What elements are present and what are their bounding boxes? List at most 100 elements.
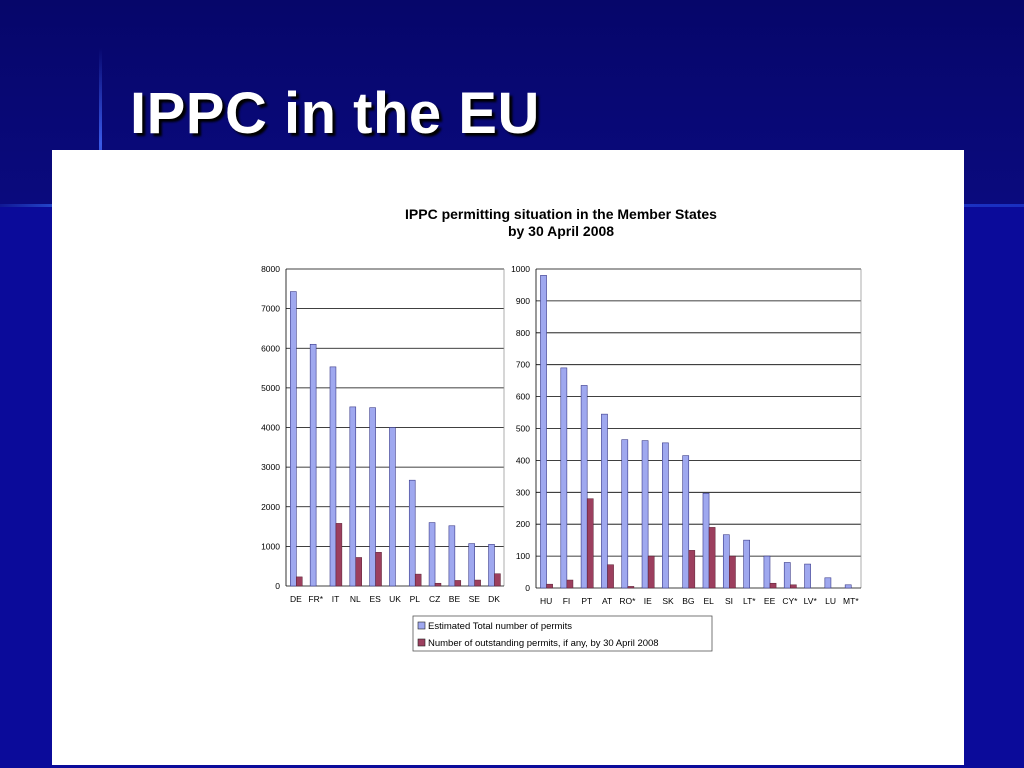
right-chart-ytick-label: 400 — [516, 455, 530, 465]
left-chart-xtick-label: ES — [370, 594, 382, 604]
left-chart-ytick-label: 3000 — [261, 462, 280, 472]
right-chart-bar-total-IE — [641, 440, 649, 589]
accent-vertical-line — [99, 48, 102, 208]
chart-panel: IPPC permitting situation in the Member … — [52, 150, 964, 765]
bar-charts: IPPC permitting situation in the Member … — [261, 206, 862, 652]
chart-subtitle: by 30 April 2008 — [508, 223, 614, 239]
left-chart-bar-total-DE — [290, 291, 297, 587]
left-chart-bar-outstanding-DK — [494, 573, 501, 587]
left-chart-bar-outstanding-PL — [414, 573, 422, 587]
left-chart-bar-outstanding-CZ — [434, 582, 442, 587]
right-chart-xtick-label: IE — [644, 596, 652, 606]
right-chart-bar-total-PT — [580, 385, 588, 589]
right-chart-bar-outstanding-IE — [647, 555, 655, 589]
legend-swatch-outstanding — [417, 638, 426, 647]
right-bar-chart: 0 100 200 300 400 500 600 700 800 900 1000 HU FI PT AT… — [511, 264, 862, 606]
right-chart-bar-outstanding-SI — [729, 555, 736, 589]
legend-frame — [412, 615, 713, 652]
chart-legend: Estimated Total number of permits Number… — [412, 615, 713, 652]
right-chart-ytick-label: 600 — [516, 392, 530, 402]
left-chart-bar-outstanding-DE — [296, 576, 303, 587]
right-chart-bar-total-BG — [682, 455, 690, 589]
right-chart-bar-outstanding-PT — [586, 498, 594, 589]
left-chart-bar-total-FR — [309, 343, 317, 587]
right-chart-xtick-label: PT — [581, 596, 592, 606]
left-chart-bar-outstanding-ES — [375, 552, 382, 587]
left-chart-bar-outstanding-SE — [474, 579, 481, 587]
legend-label-total: Estimated Total number of permits — [428, 621, 572, 632]
right-chart-bar-total-AT — [601, 413, 608, 589]
left-chart-ytick-label: 8000 — [261, 264, 280, 274]
right-chart-bar-outstanding-CY — [790, 584, 797, 589]
right-chart-ytick-label: 300 — [516, 487, 530, 497]
right-chart-bar-outstanding-EL — [708, 527, 716, 589]
right-chart-xtick-label: SI — [725, 596, 733, 606]
left-chart-ytick-label: 4000 — [261, 423, 280, 433]
right-chart-xtick-label: SK — [662, 596, 674, 606]
left-chart-bar-total-IT — [329, 366, 337, 587]
left-chart-ytick-label: 7000 — [261, 304, 280, 314]
left-chart-bar-total-DK — [488, 544, 495, 587]
right-chart-bar-total-RO — [621, 439, 629, 589]
left-chart-xtick-label: CZ — [429, 594, 440, 604]
left-chart-bar-outstanding-NL — [355, 557, 362, 587]
left-chart-ytick-label: 6000 — [261, 343, 280, 353]
right-chart-ytick-label: 0 — [525, 583, 530, 593]
left-chart-ytick-label: 1000 — [261, 541, 280, 551]
right-chart-xtick-label: BG — [682, 596, 694, 606]
right-chart-bar-outstanding-HU — [546, 583, 553, 589]
right-chart-xtick-label: MT* — [843, 596, 859, 606]
right-chart-bar-total-MT — [844, 584, 852, 589]
left-chart-bar-total-BE — [448, 525, 456, 587]
left-chart-bar-outstanding-IT — [335, 523, 343, 587]
right-chart-bar-total-CY — [783, 562, 791, 589]
right-chart-bar-total-EE — [763, 555, 771, 589]
slide-title: IPPC in the EU — [130, 81, 540, 146]
right-chart-xtick-label: EL — [703, 596, 714, 606]
right-chart-bar-outstanding-BG — [688, 550, 696, 589]
left-chart-bar-total-PL — [408, 479, 416, 587]
right-chart-xtick-label: AT — [602, 596, 612, 606]
right-chart-bar-outstanding-EE — [769, 582, 777, 589]
right-chart-xtick-label: LT* — [743, 596, 756, 606]
left-chart-bar-total-CZ — [428, 522, 436, 587]
left-chart-bar-total-NL — [349, 406, 357, 587]
left-chart-xtick-label: SE — [469, 594, 481, 604]
right-chart-ytick-label: 500 — [516, 424, 530, 434]
left-chart-bar-outstanding-BE — [454, 580, 462, 587]
right-chart-xtick-label: RO* — [619, 596, 636, 606]
right-chart-ytick-label: 1000 — [511, 264, 530, 274]
right-chart-bar-outstanding-AT — [607, 564, 614, 589]
right-chart-ytick-label: 200 — [516, 519, 530, 529]
right-chart-xtick-label: HU — [540, 596, 552, 606]
left-chart-ytick-label: 5000 — [261, 383, 280, 393]
right-chart-bar-outstanding-FI — [566, 579, 574, 589]
left-chart-ytick-label: 0 — [275, 581, 280, 591]
right-chart-ytick-label: 100 — [516, 551, 530, 561]
right-chart-bar-total-LT — [743, 539, 750, 589]
right-chart-ytick-label: 900 — [516, 296, 530, 306]
left-chart-bar-total-ES — [369, 407, 376, 587]
right-chart-ytick-label: 800 — [516, 328, 530, 338]
chart-title: IPPC permitting situation in the Member … — [405, 206, 717, 222]
right-chart-bar-total-SK — [662, 442, 669, 589]
left-chart-xtick-label: PL — [410, 594, 421, 604]
right-chart-bar-total-LU — [824, 577, 832, 589]
legend-swatch-total — [417, 621, 426, 630]
left-chart-bar-total-SE — [468, 543, 475, 587]
left-chart-xtick-label: NL — [350, 594, 361, 604]
right-chart-xtick-label: CY* — [782, 596, 798, 606]
right-chart-bar-total-SI — [722, 534, 730, 589]
right-chart-xtick-label: LV* — [804, 596, 818, 606]
right-chart-bar-total-LV — [804, 563, 811, 589]
right-chart-xtick-label: LU — [825, 596, 836, 606]
legend-label-outstanding: Number of outstanding permits, if any, b… — [428, 638, 659, 649]
left-chart-xtick-label: IT — [332, 594, 340, 604]
right-chart-ytick-label: 700 — [516, 360, 530, 370]
right-chart-bar-total-EL — [702, 492, 710, 589]
left-chart-xtick-label: BE — [449, 594, 461, 604]
left-chart-xtick-label: DK — [488, 594, 500, 604]
left-chart-xtick-label: FR* — [308, 594, 323, 604]
left-chart-bar-total-UK — [389, 427, 396, 587]
right-chart-bar-total-FI — [560, 367, 568, 589]
